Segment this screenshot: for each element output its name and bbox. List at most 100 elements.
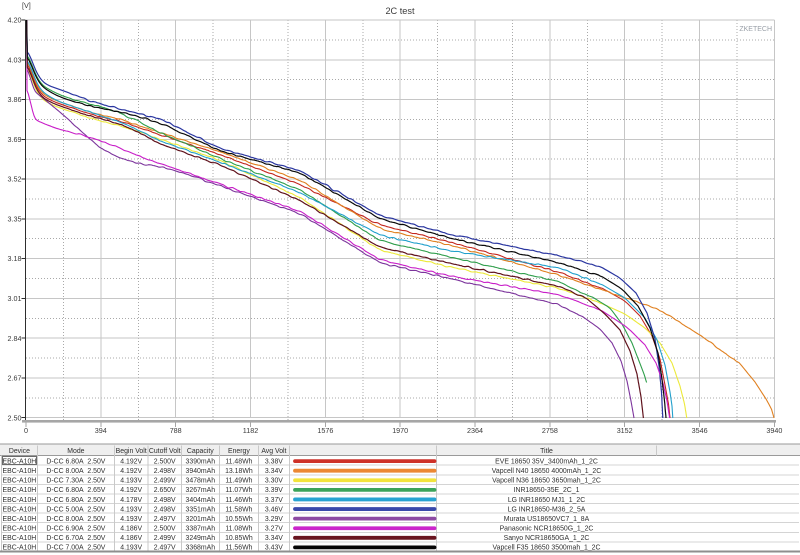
svg-text:EBC-A10H: EBC-A10H xyxy=(3,545,37,552)
svg-text:Device: Device xyxy=(9,448,30,455)
svg-text:2.499V: 2.499V xyxy=(154,478,176,485)
svg-text:3.35: 3.35 xyxy=(8,214,22,223)
svg-text:1182: 1182 xyxy=(243,426,258,435)
svg-text:3.30V: 3.30V xyxy=(265,478,283,485)
svg-text:4.193V: 4.193V xyxy=(120,545,142,552)
svg-text:[V]: [V] xyxy=(22,1,31,10)
svg-text:3201mAh: 3201mAh xyxy=(186,516,216,523)
svg-text:3.27V: 3.27V xyxy=(265,526,283,533)
svg-text:D-CC 8.00A 2.50V: D-CC 8.00A 2.50V xyxy=(46,468,105,475)
svg-text:2758: 2758 xyxy=(542,426,558,435)
svg-text:4.178V: 4.178V xyxy=(120,497,142,504)
svg-text:D-CC 7.00A 2.50V: D-CC 7.00A 2.50V xyxy=(46,545,105,552)
svg-text:D-CC 5.00A 2.50V: D-CC 5.00A 2.50V xyxy=(46,506,105,513)
svg-text:4.192V: 4.192V xyxy=(120,458,142,465)
svg-text:2.497V: 2.497V xyxy=(154,516,176,523)
svg-text:3546: 3546 xyxy=(692,426,708,435)
svg-text:Vapcell F35 18650 3500mah_1_2C: Vapcell F35 18650 3500mah_1_2C xyxy=(493,545,601,552)
svg-text:D-CC 8.00A 2.50V: D-CC 8.00A 2.50V xyxy=(46,516,105,523)
svg-text:Cutoff Volt: Cutoff Volt xyxy=(149,448,181,455)
svg-text:Begin Volt: Begin Volt xyxy=(116,448,147,455)
svg-text:11.08Wh: 11.08Wh xyxy=(225,526,252,533)
svg-text:2364: 2364 xyxy=(467,426,483,435)
svg-text:3390mAh: 3390mAh xyxy=(186,458,216,465)
svg-text:LG INR18650-M36_2_5A: LG INR18650-M36_2_5A xyxy=(508,506,586,513)
svg-text:Title: Title xyxy=(540,448,553,455)
svg-text:EBC-A10H: EBC-A10H xyxy=(3,487,37,494)
svg-text:4.186V: 4.186V xyxy=(120,535,142,542)
svg-text:3.52: 3.52 xyxy=(8,175,22,184)
svg-text:3478mAh: 3478mAh xyxy=(186,478,216,485)
svg-text:Sanyo NCR18650GA_1_2C: Sanyo NCR18650GA_1_2C xyxy=(504,535,590,542)
svg-text:4.192V: 4.192V xyxy=(120,487,142,494)
svg-text:Avg Volt: Avg Volt xyxy=(261,448,286,455)
svg-text:3387mAh: 3387mAh xyxy=(186,526,216,533)
svg-text:2.498V: 2.498V xyxy=(154,497,176,504)
svg-text:3.69: 3.69 xyxy=(8,135,22,144)
svg-text:Capacity: Capacity xyxy=(187,448,214,455)
svg-text:3.29V: 3.29V xyxy=(265,516,283,523)
svg-text:Panasonic NCR18650G_1_2C: Panasonic NCR18650G_1_2C xyxy=(500,526,594,533)
svg-text:LG INR18650 MJ1_1_2C: LG INR18650 MJ1_1_2C xyxy=(508,497,585,504)
svg-text:3.38V: 3.38V xyxy=(265,458,283,465)
svg-text:4.193V: 4.193V xyxy=(120,506,142,513)
svg-text:2.500V: 2.500V xyxy=(154,458,176,465)
svg-text:3.34V: 3.34V xyxy=(265,535,283,542)
svg-text:4.03: 4.03 xyxy=(8,55,22,64)
svg-text:EBC-A10H: EBC-A10H xyxy=(3,535,37,542)
svg-text:4.192V: 4.192V xyxy=(120,468,142,475)
svg-text:11.46Wh: 11.46Wh xyxy=(225,497,252,504)
svg-text:D-CC 6.90A 2.50V: D-CC 6.90A 2.50V xyxy=(46,526,105,533)
svg-text:0: 0 xyxy=(24,426,28,435)
svg-text:D-CC 6.80A 2.50V: D-CC 6.80A 2.50V xyxy=(46,458,105,465)
svg-text:INR18650-35E_2C_1: INR18650-35E_2C_1 xyxy=(514,487,580,494)
svg-text:3.39V: 3.39V xyxy=(265,487,283,494)
svg-text:3.37V: 3.37V xyxy=(265,497,283,504)
svg-text:3.34V: 3.34V xyxy=(265,468,283,475)
svg-text:11.58Wh: 11.58Wh xyxy=(225,506,252,513)
svg-text:2.67: 2.67 xyxy=(8,374,22,383)
svg-text:Murata US18650VC7_1_8A: Murata US18650VC7_1_8A xyxy=(504,516,590,523)
svg-text:2.500V: 2.500V xyxy=(154,526,176,533)
svg-text:394: 394 xyxy=(95,426,107,435)
svg-text:3.43V: 3.43V xyxy=(265,545,283,552)
svg-text:2.84: 2.84 xyxy=(8,334,22,343)
svg-text:3.01: 3.01 xyxy=(8,294,22,303)
svg-text:2.499V: 2.499V xyxy=(154,535,176,542)
svg-text:3267mAh: 3267mAh xyxy=(186,487,216,494)
svg-text:3368mAh: 3368mAh xyxy=(186,545,216,552)
svg-text:4.193V: 4.193V xyxy=(120,478,142,485)
svg-text:EBC-A10H: EBC-A10H xyxy=(3,497,37,504)
svg-text:2C test: 2C test xyxy=(385,6,415,16)
svg-text:EBC-A10H: EBC-A10H xyxy=(3,468,37,475)
svg-text:3404mAh: 3404mAh xyxy=(186,497,216,504)
svg-text:3351mAh: 3351mAh xyxy=(186,506,216,513)
svg-text:EVE 18650 35V_3400mAh_1_2C: EVE 18650 35V_3400mAh_1_2C xyxy=(495,458,598,465)
svg-text:EBC-A10H: EBC-A10H xyxy=(3,506,37,513)
svg-text:11.56Wh: 11.56Wh xyxy=(225,545,252,552)
svg-text:EBC-A10H: EBC-A10H xyxy=(3,458,37,465)
svg-text:3.86: 3.86 xyxy=(8,95,22,104)
svg-text:EBC-A10H: EBC-A10H xyxy=(3,526,37,533)
svg-text:11.07Wh: 11.07Wh xyxy=(225,487,252,494)
svg-text:ZKETECH: ZKETECH xyxy=(739,26,772,33)
svg-text:788: 788 xyxy=(170,426,182,435)
svg-text:1970: 1970 xyxy=(392,426,408,435)
svg-text:Mode: Mode xyxy=(67,448,84,455)
svg-text:EBC-A10H: EBC-A10H xyxy=(3,478,37,485)
svg-text:3940: 3940 xyxy=(766,426,782,435)
svg-text:11.48Wh: 11.48Wh xyxy=(225,458,252,465)
svg-text:2.650V: 2.650V xyxy=(154,487,176,494)
svg-text:3249mAh: 3249mAh xyxy=(186,535,216,542)
svg-text:4.193V: 4.193V xyxy=(120,516,142,523)
svg-text:D-CC 6.80A 2.50V: D-CC 6.80A 2.50V xyxy=(46,497,105,504)
svg-text:2.498V: 2.498V xyxy=(154,506,176,513)
svg-text:4.20: 4.20 xyxy=(8,16,22,25)
svg-text:4.186V: 4.186V xyxy=(120,526,142,533)
svg-text:D-CC 6.80A 2.65V: D-CC 6.80A 2.65V xyxy=(46,487,105,494)
svg-text:10.55Wh: 10.55Wh xyxy=(225,516,253,523)
svg-text:10.85Wh: 10.85Wh xyxy=(225,535,253,542)
svg-text:13.18Wh: 13.18Wh xyxy=(225,468,253,475)
svg-text:3.18: 3.18 xyxy=(8,254,22,263)
svg-text:1576: 1576 xyxy=(317,426,333,435)
